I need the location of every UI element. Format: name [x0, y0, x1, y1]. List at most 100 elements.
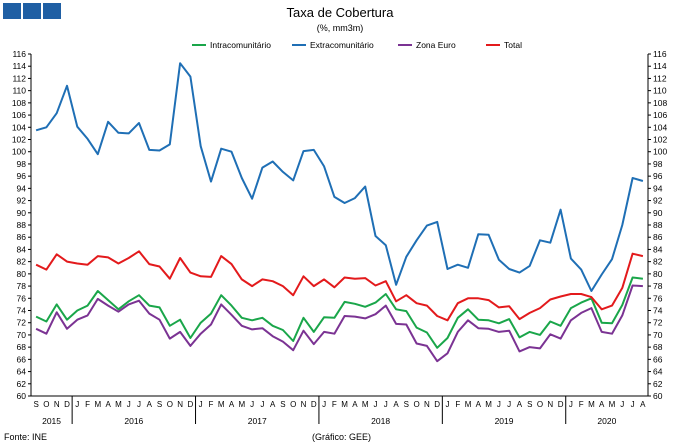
x-tick-label: F [579, 400, 584, 409]
y-tick-label-left: 76 [17, 293, 27, 303]
y-tick-label-right: 64 [653, 367, 663, 377]
y-tick-label-left: 74 [17, 306, 27, 316]
x-tick-label: O [414, 400, 420, 409]
y-tick-label-right: 104 [653, 122, 667, 132]
x-tick-label: J [322, 400, 326, 409]
y-tick-label-right: 88 [653, 220, 663, 230]
y-tick-label-left: 84 [17, 244, 27, 254]
y-tick-label-left: 68 [17, 342, 27, 352]
x-tick-label: N [177, 400, 183, 409]
header-square-3 [43, 3, 61, 19]
x-tick-label: A [517, 400, 523, 409]
legend-label-0: Intracomunitário [210, 40, 271, 50]
y-tick-label-left: 72 [17, 318, 27, 328]
x-tick-label: F [332, 400, 337, 409]
x-tick-label: O [167, 400, 173, 409]
x-tick-label: F [209, 400, 214, 409]
x-tick-label: M [485, 400, 492, 409]
y-tick-label-left: 66 [17, 354, 27, 364]
x-tick-label: J [127, 400, 131, 409]
y-tick-label-right: 114 [653, 61, 667, 71]
legend-label-3: Total [504, 40, 522, 50]
y-tick-label-right: 100 [653, 147, 667, 157]
x-tick-label: A [229, 400, 235, 409]
x-tick-label: N [547, 400, 553, 409]
x-tick-label: M [95, 400, 102, 409]
series-lines [35, 62, 644, 363]
y-tick-label-right: 66 [653, 354, 663, 364]
x-tick-label: D [311, 400, 317, 409]
x-tick-label: A [640, 400, 646, 409]
y-tick-label-right: 86 [653, 232, 663, 242]
y-tick-label-right: 84 [653, 244, 663, 254]
y-tick-label-left: 98 [17, 159, 27, 169]
y-tick-label-right: 98 [653, 159, 663, 169]
y-tick-label-left: 88 [17, 220, 27, 230]
y-tick-label-right: 108 [653, 98, 667, 108]
y-tick-label-right: 102 [653, 135, 667, 145]
x-tick-label: S [33, 400, 38, 409]
x-tick-label: J [631, 400, 635, 409]
series-line-3 [35, 250, 644, 322]
x-tick-label: J [250, 400, 254, 409]
x-tick-label: D [188, 400, 194, 409]
y-tick-label-right: 92 [653, 196, 663, 206]
header-square-2 [23, 3, 41, 19]
x-tick-label: N [424, 400, 430, 409]
y-tick-label-left: 62 [17, 379, 27, 389]
x-tick-label: O [290, 400, 296, 409]
chart-title: Taxa de Cobertura [287, 5, 395, 20]
y-tick-label-left: 70 [17, 330, 27, 340]
y-tick-label-left: 82 [17, 257, 27, 267]
y-tick-label-left: 112 [12, 73, 26, 83]
y-tick-label-right: 68 [653, 342, 663, 352]
x-tick-label: J [373, 400, 377, 409]
legend-label-2: Zona Euro [416, 40, 456, 50]
year-label: 2019 [495, 416, 514, 426]
y-tick-label-left: 106 [12, 110, 26, 120]
x-tick-label: S [527, 400, 532, 409]
x-tick-label: F [85, 400, 90, 409]
y-tick-label-left: 110 [12, 86, 26, 96]
x-tick-label: A [599, 400, 605, 409]
y-tick-label-right: 106 [653, 110, 667, 120]
y-tick-label-right: 96 [653, 171, 663, 181]
x-tick-label: A [352, 400, 358, 409]
x-tick-label: M [238, 400, 245, 409]
x-tick-label: J [199, 400, 203, 409]
y-tick-label-left: 102 [12, 135, 26, 145]
x-tick-label: J [75, 400, 79, 409]
x-tick-label: D [434, 400, 440, 409]
y-tick-label-right: 78 [653, 281, 663, 291]
series-line-0 [35, 276, 644, 349]
y-tick-label-left: 116 [12, 49, 26, 59]
year-label: 2015 [42, 416, 61, 426]
source-note: Fonte: INE [4, 432, 47, 442]
y-tick-label-left: 78 [17, 281, 27, 291]
y-tick-label-right: 76 [653, 293, 663, 303]
y-tick-label-left: 100 [12, 147, 26, 157]
x-tick-label: J [497, 400, 501, 409]
x-tick-label: D [64, 400, 70, 409]
x-tick-label: A [105, 400, 111, 409]
y-tick-label-right: 82 [653, 257, 663, 267]
legend: Intracomunitário Extracomunitário Zona Eur… [192, 40, 522, 50]
y-tick-label-left: 90 [17, 208, 27, 218]
x-tick-label: M [115, 400, 122, 409]
x-tick-label: M [218, 400, 225, 409]
y-tick-label-right: 72 [653, 318, 663, 328]
year-label: 2020 [597, 416, 616, 426]
x-tick-label: N [301, 400, 307, 409]
series-line-2 [35, 284, 643, 363]
x-tick-label: J [620, 400, 624, 409]
y-tick-label-left: 80 [17, 269, 27, 279]
x-tick-label: M [362, 400, 369, 409]
credit-note: (Gráfico: GEE) [312, 432, 371, 442]
x-tick-label: A [270, 400, 276, 409]
x-tick-label: J [260, 400, 264, 409]
y-tick-label-left: 104 [12, 122, 26, 132]
x-tick-label: M [465, 400, 472, 409]
y-tick-label-left: 108 [12, 98, 26, 108]
x-tick-label: A [393, 400, 399, 409]
